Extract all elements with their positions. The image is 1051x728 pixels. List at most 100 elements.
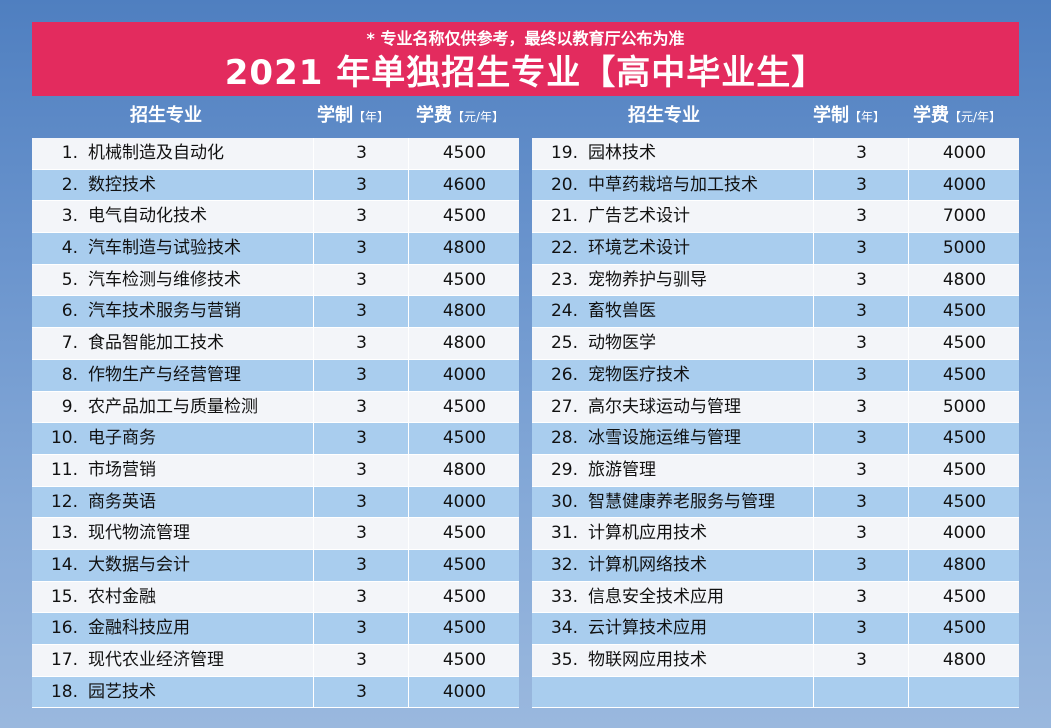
major-name: 农产品加工与质量检测 [88, 396, 258, 417]
duration-value: 3 [313, 423, 409, 454]
table-row: 11. 市场营销 3 4800 [32, 454, 520, 487]
duration-value: 3 [813, 138, 909, 169]
major-name: 机械制造及自动化 [88, 143, 224, 163]
fee-value: 4500 [908, 581, 1020, 613]
fee-value: 4500 [908, 613, 1020, 644]
duration-value: 3 [813, 613, 909, 644]
duration-value: 3 [813, 454, 909, 486]
duration-value: 3 [813, 296, 909, 328]
header-fee: 学费【元/年】 [913, 105, 1002, 126]
fee-value: 4500 [408, 138, 520, 169]
table-row: 10. 电子商务 3 4500 [32, 423, 519, 455]
duration-value: 3 [313, 676, 409, 708]
row-number: 8. [61, 364, 78, 385]
duration-value: 3 [313, 549, 409, 581]
major-name: 市场营销 [88, 459, 156, 480]
row-number: 24. [550, 301, 578, 322]
row-number: 26. [550, 364, 578, 385]
duration-value: 3 [813, 328, 909, 359]
major-name: 食品智能加工技术 [88, 333, 224, 354]
row-number: 3. [61, 206, 78, 227]
fee-value: 4500 [408, 645, 520, 676]
row-number: 31. [550, 523, 578, 544]
duration-value: 3 [313, 201, 409, 233]
table-row: 30. 智慧健康养老服务与管理 3 4500 [532, 486, 1020, 519]
row-number: 33. [550, 586, 578, 607]
row-number: 25. [550, 333, 578, 354]
table-row: 26. 宠物医疗技术 3 4500 [532, 359, 1019, 392]
fee-value: 4500 [908, 486, 1020, 518]
major-name: 动物医学 [588, 333, 656, 354]
row-number: 14. [50, 554, 78, 575]
major-name: 中草药栽培与加工技术 [588, 174, 758, 195]
major-name: 宠物医疗技术 [588, 364, 690, 385]
left-header: 招生专业 学制【年】 学费【元/年】 [32, 100, 519, 132]
major-name: 大数据与会计 [88, 554, 190, 575]
row-number: 15. [50, 586, 78, 607]
fee-value: 4000 [908, 138, 1020, 169]
header-duration: 学制【年】 [813, 105, 886, 126]
right-header: 招生专业 学制【年】 学费【元/年】 [532, 100, 1019, 132]
header-duration: 学制【年】 [317, 105, 390, 126]
major-name: 现代农业经济管理 [88, 650, 224, 670]
table-row: 35. 物联网应用技术 3 4800 [532, 645, 1019, 677]
header-fee-unit: 【元/年】 [452, 110, 505, 124]
duration-value: 3 [813, 359, 909, 391]
header-major: 招生专业 [628, 105, 700, 126]
row-number: 29. [550, 459, 578, 480]
fee-value: 4500 [908, 296, 1020, 328]
duration-value: 3 [813, 581, 909, 613]
major-name: 园艺技术 [88, 681, 156, 702]
table-row: 20. 中草药栽培与加工技术 3 4000 [532, 169, 1020, 202]
table-row: 29. 旅游管理 3 4500 [532, 454, 1019, 487]
table-row: 24. 畜牧兽医 3 4500 [532, 296, 1020, 329]
fee-value: 4000 [408, 676, 520, 708]
fee-value: 4800 [408, 454, 520, 486]
table-row: 18. 园艺技术 3 4000 [32, 676, 520, 709]
duration-value: 3 [313, 328, 409, 359]
row-number: 32. [550, 554, 578, 575]
table-row: 2. 数控技术 3 4600 [32, 169, 520, 202]
major-name: 园林技术 [588, 143, 656, 163]
fee-value: 4000 [408, 486, 520, 518]
row-number: 21. [550, 206, 578, 227]
row-number: 1. [61, 143, 78, 163]
row-number: 30. [550, 491, 578, 512]
fee-value: 4500 [908, 328, 1020, 359]
table-row: 14. 大数据与会计 3 4500 [32, 549, 519, 582]
table-row: 13. 现代物流管理 3 4500 [32, 518, 519, 550]
row-number: 28. [550, 428, 578, 449]
row-number: 16. [50, 618, 78, 639]
table-row: 15. 农村金融 3 4500 [32, 581, 519, 614]
duration-value: 3 [313, 391, 409, 423]
fee-value: 4500 [408, 391, 520, 423]
major-name: 宠物养护与驯导 [588, 269, 707, 290]
major-name: 汽车技术服务与营销 [88, 301, 241, 322]
major-name: 商务英语 [88, 491, 156, 512]
fee-value: 4800 [908, 264, 1020, 296]
right-major-table: 19. 园林技术 3 4000 20. 中草药栽培与加工技术 3 4000 21. 广告艺术设计 3… [532, 138, 1020, 709]
table-row: 3. 电气自动化技术 3 4500 [32, 201, 519, 234]
fee-value: 4500 [408, 264, 520, 296]
table-row: 25. 动物医学 3 4500 [532, 328, 1019, 360]
duration-value: 3 [813, 169, 909, 201]
row-number: 35. [550, 650, 578, 670]
table-row: 21. 广告艺术设计 3 7000 [532, 201, 1019, 234]
table-row: 9. 农产品加工与质量检测 3 4500 [32, 391, 520, 424]
table-row: 31. 计算机应用技术 3 4000 [532, 518, 1019, 550]
row-number: 27. [550, 396, 578, 417]
table-row: 17. 现代农业经济管理 3 4500 [32, 645, 519, 677]
row-number: 13. [50, 523, 78, 544]
duration-value: 3 [813, 264, 909, 296]
table-row: 34. 云计算技术应用 3 4500 [532, 613, 1019, 645]
major-name: 农村金融 [88, 586, 156, 607]
fee-value: 4500 [408, 423, 520, 454]
duration-value: 3 [313, 581, 409, 613]
table-row: 28. 冰雪设施运维与管理 3 4500 [532, 423, 1019, 455]
fee-value: 4800 [408, 296, 520, 328]
fee-value: 4000 [908, 169, 1020, 201]
table-row: 8. 作物生产与经营管理 3 4000 [32, 359, 519, 392]
fee-value: 4600 [408, 169, 520, 201]
table-row: 5. 汽车检测与维修技术 3 4500 [32, 264, 520, 297]
table-row: 4. 汽车制造与试验技术 3 4800 [32, 233, 519, 265]
